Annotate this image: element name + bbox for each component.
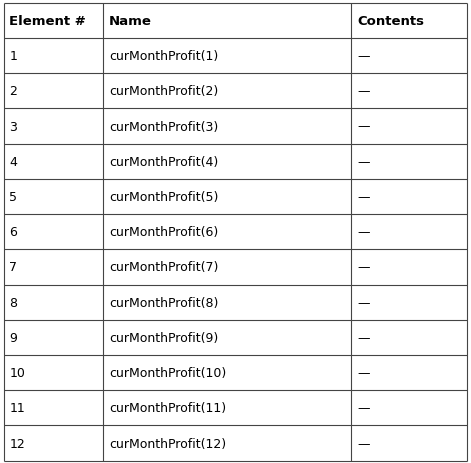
Text: —: — [357, 85, 370, 98]
Text: curMonthProfit(11): curMonthProfit(11) [109, 401, 226, 414]
Text: 10: 10 [9, 366, 25, 379]
Text: —: — [357, 191, 370, 204]
Text: curMonthProfit(4): curMonthProfit(4) [109, 156, 219, 169]
Text: 5: 5 [9, 191, 17, 204]
Text: curMonthProfit(6): curMonthProfit(6) [109, 225, 219, 239]
Text: —: — [357, 366, 370, 379]
Text: 8: 8 [9, 296, 17, 309]
Text: 4: 4 [9, 156, 17, 169]
Text: —: — [357, 50, 370, 63]
Text: curMonthProfit(2): curMonthProfit(2) [109, 85, 219, 98]
Text: 11: 11 [9, 401, 25, 414]
Text: 6: 6 [9, 225, 17, 239]
Text: —: — [357, 437, 370, 450]
Text: curMonthProfit(12): curMonthProfit(12) [109, 437, 226, 450]
Text: Name: Name [109, 15, 152, 28]
Text: Contents: Contents [357, 15, 424, 28]
Text: —: — [357, 401, 370, 414]
Text: —: — [357, 296, 370, 309]
Text: —: — [357, 225, 370, 239]
Text: curMonthProfit(5): curMonthProfit(5) [109, 191, 219, 204]
Text: curMonthProfit(7): curMonthProfit(7) [109, 261, 219, 274]
Text: curMonthProfit(9): curMonthProfit(9) [109, 331, 219, 344]
Text: curMonthProfit(3): curMonthProfit(3) [109, 120, 219, 133]
Text: Element #: Element # [9, 15, 86, 28]
Text: —: — [357, 120, 370, 133]
Text: 2: 2 [9, 85, 17, 98]
Text: curMonthProfit(1): curMonthProfit(1) [109, 50, 219, 63]
Text: 1: 1 [9, 50, 17, 63]
Text: curMonthProfit(8): curMonthProfit(8) [109, 296, 219, 309]
Text: curMonthProfit(10): curMonthProfit(10) [109, 366, 226, 379]
Text: 9: 9 [9, 331, 17, 344]
Text: 3: 3 [9, 120, 17, 133]
Text: —: — [357, 331, 370, 344]
Text: 7: 7 [9, 261, 17, 274]
Text: 12: 12 [9, 437, 25, 450]
Text: —: — [357, 261, 370, 274]
Text: —: — [357, 156, 370, 169]
